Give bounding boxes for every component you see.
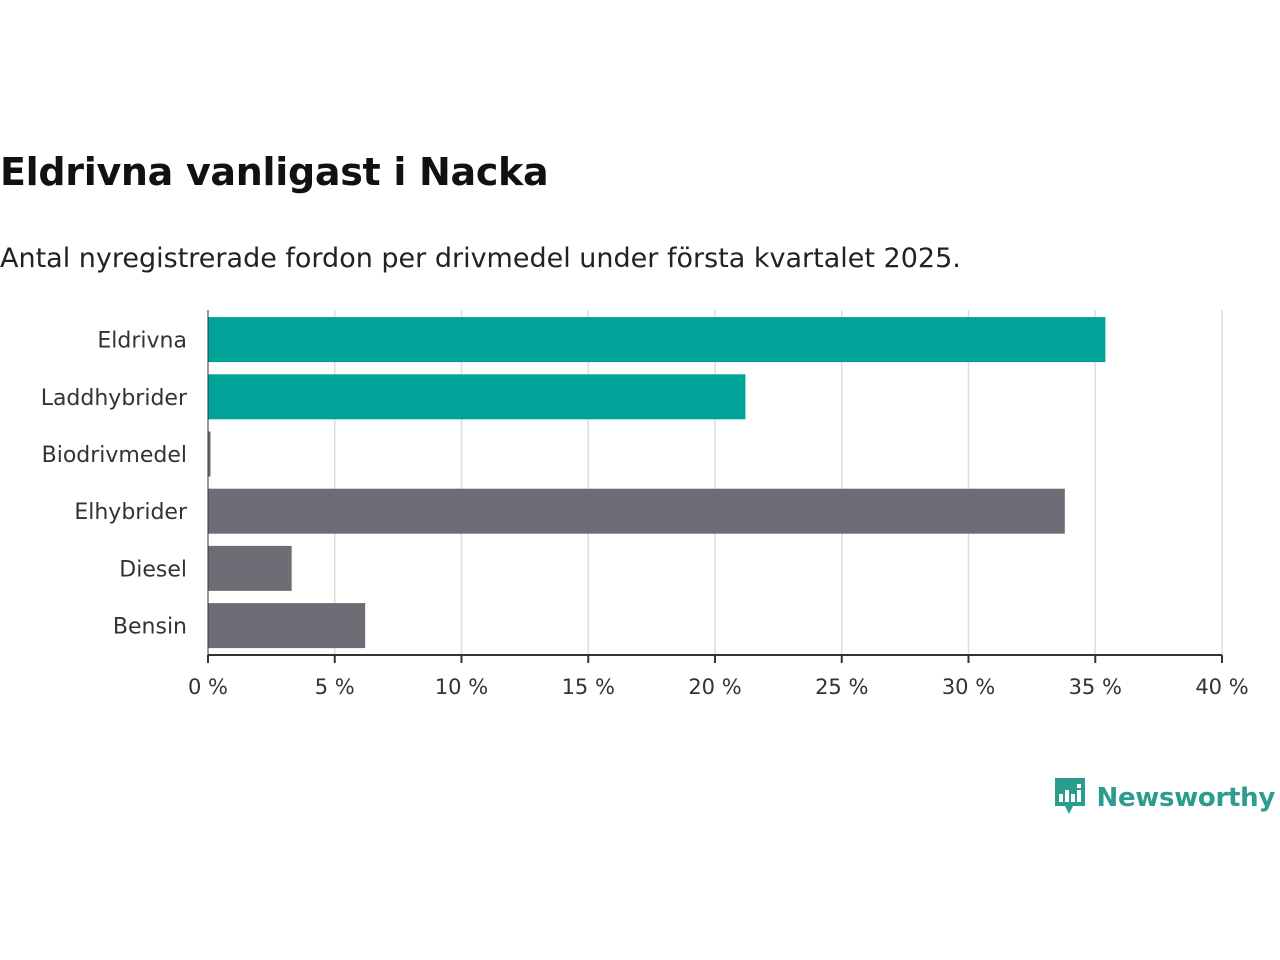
x-tick-label: 5 % [315,675,355,699]
category-label: Biodrivmedel [42,443,187,468]
brand-name: Newsworthy [1096,783,1276,813]
category-label: Bensin [113,615,187,640]
newsworthy-logo[interactable]: Newsworthy [1053,776,1275,820]
category-label: Eldrivna [97,329,187,354]
x-tick-label: 35 % [1069,675,1122,699]
bar-diesel [208,545,292,591]
x-tick-label: 0 % [188,675,228,699]
x-tick-label: 40 % [1195,675,1248,699]
category-label: Diesel [119,557,187,582]
bars [208,317,1106,649]
grid-lines [334,310,1223,655]
bar-laddhybrider [208,374,746,420]
category-labels: Eldrivna Laddhybrider Biodrivmedel Elhybrid… [41,329,188,640]
chart-title: Eldrivna vanligast i Nacka [0,150,549,194]
x-axis: 0 % 5 % 10 % 15 % 20 % 25 % 30 % 35 % 40 % [188,310,1249,699]
category-label: Laddhybrider [41,386,188,411]
bar-bensin [208,603,366,649]
bar-elhybrider [208,488,1065,534]
bar-eldrivna [208,317,1106,363]
x-tick-label: 25 % [815,675,868,699]
x-tick-label: 30 % [942,675,995,699]
x-tick-label: 20 % [688,675,741,699]
x-tick-label: 15 % [562,675,615,699]
newsworthy-logo-icon [1053,776,1087,820]
category-label: Elhybrider [74,500,188,525]
x-tick-label: 10 % [435,675,488,699]
chart-subtitle: Antal nyregistrerade fordon per drivmede… [0,243,961,274]
bar-biodrivmedel [208,431,211,477]
